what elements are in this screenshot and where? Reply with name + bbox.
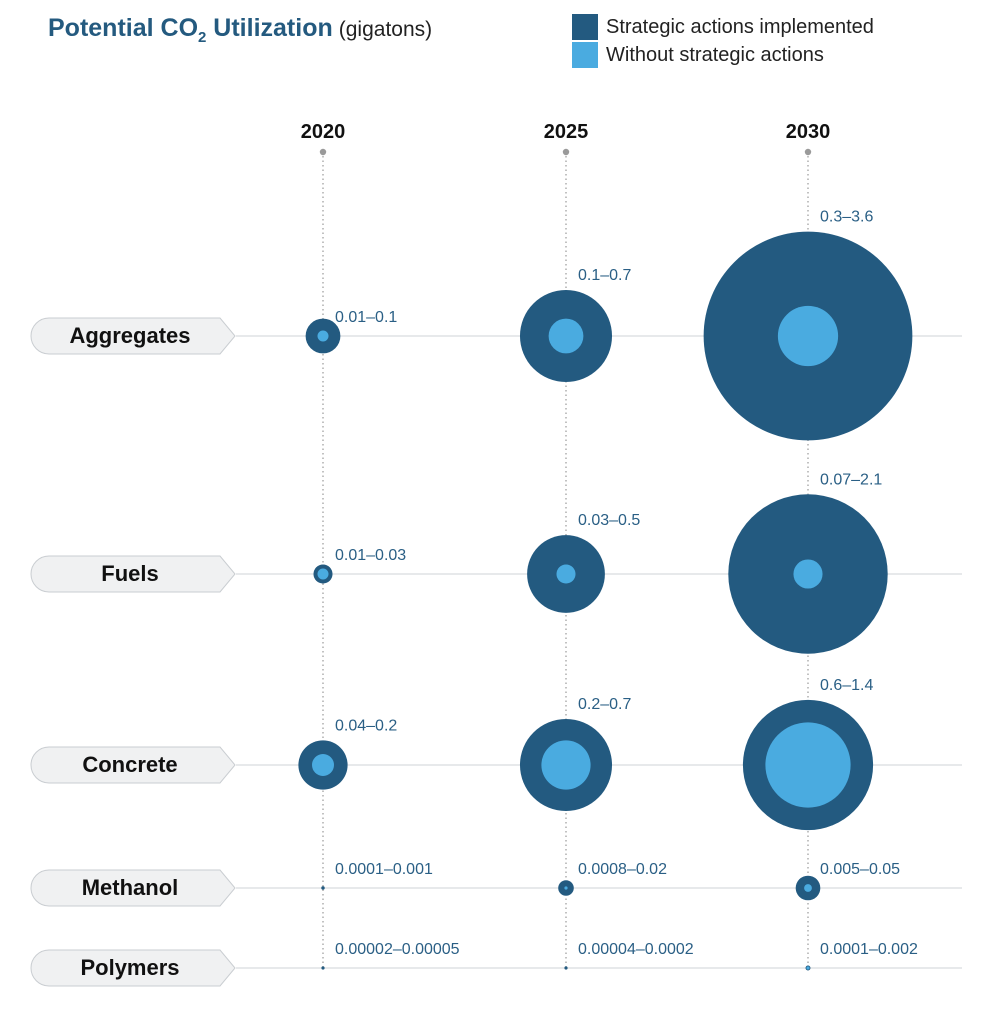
year-label-2020: 2020: [301, 121, 346, 143]
value-label-polymers-2030: 0.0001–0.002: [820, 941, 918, 958]
bubble-without-aggregates-2025: [548, 318, 584, 354]
bubble-without-methanol-2030: [804, 884, 812, 892]
bubble-without-aggregates-2030: [777, 305, 839, 367]
category-pill-shape-concrete: [30, 746, 236, 784]
value-label-concrete-2025: 0.2–0.7: [578, 696, 631, 713]
value-label-fuels-2025: 0.03–0.5: [578, 512, 640, 529]
category-pill-outline-methanol: [30, 869, 236, 907]
category-pill-fuels: Fuels: [30, 555, 236, 593]
title-subscript: 2: [198, 29, 207, 46]
value-label-methanol-2025: 0.0008–0.02: [578, 861, 667, 878]
bubble-without-aggregates-2020: [317, 330, 329, 342]
bubble-without-polymers-2030: [806, 966, 810, 970]
legend-label-implemented: Strategic actions implemented: [606, 15, 874, 38]
legend-swatch-implemented: [572, 14, 598, 40]
bubble-without-concrete-2020: [312, 754, 334, 776]
bubble-without-concrete-2025: [541, 740, 591, 790]
year-marker-dot-2025: [562, 148, 570, 156]
category-pill-shape-aggregates: [30, 317, 236, 355]
value-label-aggregates-2020: 0.01–0.1: [335, 309, 397, 326]
category-pill-outline-polymers: [30, 949, 236, 987]
year-label-2025: 2025: [544, 121, 589, 143]
category-label-methanol: Methanol: [81, 875, 179, 900]
category-pill-outline-fuels: [30, 555, 236, 593]
value-label-polymers-2025: 0.00004–0.0002: [578, 941, 694, 958]
title-main: Potential CO: [48, 14, 199, 42]
category-pill-methanol: Methanol: [30, 869, 236, 907]
category-pill-shape-methanol: [30, 869, 236, 907]
value-label-polymers-2020: 0.00002–0.00005: [335, 941, 460, 958]
category-pill-polymers: Polymers: [30, 949, 236, 987]
category-pill-concrete: Concrete: [30, 746, 236, 784]
value-label-methanol-2030: 0.005–0.05: [820, 861, 900, 878]
bubble-without-methanol-2025: [564, 886, 568, 890]
category-pill-shape-polymers: [30, 949, 236, 987]
category-label-polymers: Polymers: [80, 955, 180, 980]
year-label-2030: 2030: [786, 121, 831, 143]
bubble-without-fuels-2020: [317, 568, 329, 580]
legend-item-implemented: Strategic actions implemented: [572, 14, 874, 40]
category-label-aggregates: Aggregates: [69, 323, 191, 348]
chart-title: Potential CO2 Utilization (gigatons): [48, 14, 433, 46]
legend: Strategic actions implemented Without st…: [572, 14, 874, 70]
bubble-without-fuels-2030: [793, 559, 823, 589]
year-marker-dot-2020: [319, 148, 327, 156]
year-marker-dot-2030: [804, 148, 812, 156]
legend-label-without: Without strategic actions: [606, 43, 824, 66]
title-rest: Utilization: [206, 14, 333, 42]
category-pill-outline-concrete: [30, 746, 236, 784]
title-unit: (gigatons): [338, 18, 433, 41]
bubble-implemented-methanol-2020: [321, 886, 325, 890]
value-label-fuels-2020: 0.01–0.03: [335, 547, 406, 564]
value-label-concrete-2030: 0.6–1.4: [820, 677, 873, 694]
category-pill-shape-fuels: [30, 555, 236, 593]
category-label-concrete: Concrete: [82, 752, 178, 777]
value-label-aggregates-2030: 0.3–3.6: [820, 209, 873, 226]
legend-item-without: Without strategic actions: [572, 42, 874, 68]
value-label-concrete-2020: 0.04–0.2: [335, 717, 397, 734]
value-label-fuels-2030: 0.07–2.1: [820, 471, 882, 488]
bubble-without-fuels-2025: [556, 564, 576, 584]
value-label-methanol-2020: 0.0001–0.001: [335, 861, 433, 878]
bubble-implemented-polymers-2025: [564, 966, 568, 970]
bubble-without-concrete-2030: [765, 722, 851, 808]
legend-swatch-without: [572, 42, 598, 68]
value-label-aggregates-2025: 0.1–0.7: [578, 267, 631, 284]
bubble-implemented-polymers-2020: [321, 966, 325, 970]
category-pill-aggregates: Aggregates: [30, 317, 236, 355]
category-pill-outline-aggregates: [30, 317, 236, 355]
category-label-fuels: Fuels: [101, 561, 159, 586]
